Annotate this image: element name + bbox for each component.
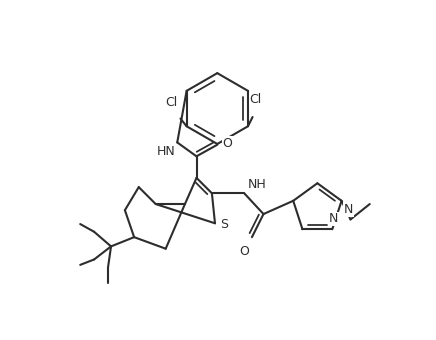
- Text: HN: HN: [157, 145, 176, 158]
- Text: N: N: [329, 212, 338, 225]
- Text: N: N: [344, 203, 353, 216]
- Text: NH: NH: [248, 178, 267, 191]
- Text: O: O: [239, 245, 249, 258]
- Text: S: S: [220, 218, 228, 231]
- Text: Cl: Cl: [249, 93, 262, 106]
- Text: O: O: [222, 137, 232, 150]
- Text: Cl: Cl: [165, 96, 177, 109]
